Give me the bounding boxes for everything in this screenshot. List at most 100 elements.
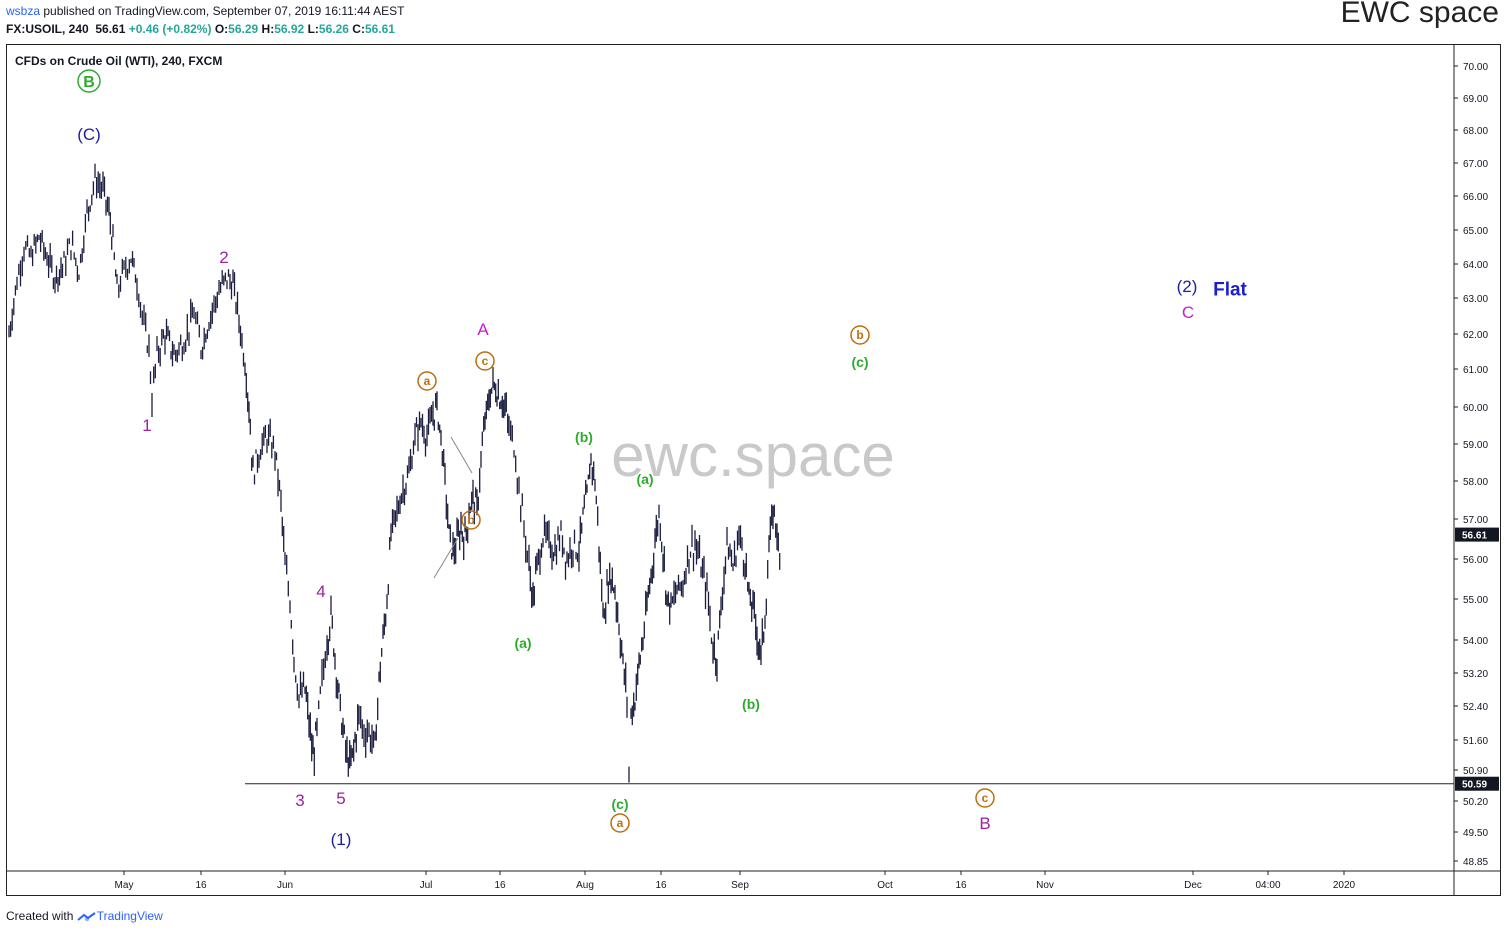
wave-label: B: [979, 814, 990, 833]
watermark: ewc.space: [611, 422, 894, 489]
y-tick-label: 48.85: [1463, 857, 1488, 868]
chart-title: CFDs on Crude Oil (WTI), 240, FXCM: [15, 54, 222, 68]
y-tick-label: 61.00: [1463, 365, 1488, 376]
wave-label: (c): [851, 354, 868, 370]
wave-label: (b): [575, 429, 593, 445]
y-tick-label: 70.00: [1463, 62, 1488, 73]
tradingview-link[interactable]: TradingView: [96, 909, 163, 923]
y-tick-label: 62.00: [1463, 330, 1488, 341]
close-label: C:: [352, 22, 365, 36]
x-tick-label: Aug: [576, 880, 594, 891]
wave-label: (1): [331, 830, 352, 849]
y-tick-label: 50.20: [1463, 797, 1488, 808]
last-price: 56.61: [95, 22, 126, 36]
brand-title: EWC space: [1340, 0, 1499, 29]
y-tick-label: 56.00: [1463, 555, 1488, 566]
x-tick-label: 2020: [1333, 880, 1356, 891]
wave-label: c: [982, 791, 989, 805]
y-tick-label: 66.00: [1463, 192, 1488, 203]
wave-label: (b): [742, 696, 760, 712]
wave-label-circle: [461, 510, 481, 530]
price-tag-bg: [1455, 527, 1499, 542]
y-tick-label: 69.00: [1463, 94, 1488, 105]
x-tick-label: 04:00: [1255, 880, 1280, 891]
tradingview-logo-icon: [77, 912, 96, 922]
wave-label: (c): [611, 796, 628, 812]
y-tick-label: 67.00: [1463, 159, 1488, 170]
y-tick-label: 64.00: [1463, 260, 1488, 271]
wave-label: (C): [77, 125, 101, 144]
wave-label-circle: [610, 813, 630, 833]
y-tick-label: 58.00: [1463, 477, 1488, 488]
price-tag-label: 56.61: [1462, 531, 1487, 542]
x-tick-label: 16: [494, 880, 506, 891]
x-tick-label: Nov: [1036, 880, 1054, 891]
wave-label: 2: [219, 248, 228, 267]
wave-label: 3: [295, 791, 304, 810]
wave-label: a: [617, 816, 624, 830]
x-tick-label: May: [115, 880, 134, 891]
price-bars: [8, 163, 781, 783]
wave-label: b: [856, 328, 863, 342]
wave-label: A: [477, 320, 489, 339]
symbol-info-line: FX:USOIL, 240 56.61 +0.46 (+0.82%) O:56.…: [6, 22, 395, 36]
symbol-name: FX:USOIL, 240: [6, 22, 89, 36]
footer: Created with TradingView: [6, 909, 163, 923]
x-tick-label: Oct: [877, 880, 893, 891]
low-value: 56.26: [318, 22, 349, 36]
wave-label: C: [1182, 303, 1194, 322]
wave-label-circle: [850, 325, 870, 345]
price-change: +0.46 (+0.82%): [128, 22, 212, 36]
wave-label: b: [467, 513, 474, 527]
wave-label: 4: [316, 582, 325, 601]
y-tick-label: 50.90: [1463, 766, 1488, 777]
x-tick-label: 16: [655, 880, 667, 891]
wave-label: 5: [336, 789, 345, 808]
trend-line: [450, 436, 473, 474]
price-tag-label: 50.59: [1462, 780, 1487, 791]
wave-label-circle: [417, 371, 437, 391]
publish-info: wsbza published on TradingView.com, Sept…: [6, 4, 404, 18]
wave-label: 1: [142, 416, 151, 435]
y-tick-label: 49.50: [1463, 828, 1488, 839]
created-with-text: Created with: [6, 909, 74, 923]
wave-label-circle: [475, 351, 495, 371]
x-tick-label: Jul: [420, 880, 433, 891]
wave-label-circle: [77, 69, 101, 93]
y-tick-label: 65.00: [1463, 226, 1488, 237]
published-text: published on TradingView.com, September …: [40, 4, 405, 18]
y-tick-label: 53.20: [1463, 669, 1488, 680]
wave-label: a: [424, 374, 431, 388]
y-tick-label: 51.60: [1463, 736, 1488, 747]
x-tick-label: Dec: [1184, 880, 1202, 891]
y-tick-label: 63.00: [1463, 294, 1488, 305]
y-tick-label: 55.00: [1463, 595, 1488, 606]
x-tick-label: Sep: [731, 880, 749, 891]
author-link[interactable]: wsbza: [6, 4, 41, 18]
wave-label: (a): [636, 471, 653, 487]
y-tick-label: 57.00: [1463, 515, 1488, 526]
low-label: L:: [307, 22, 319, 36]
y-tick-label: 59.00: [1463, 440, 1488, 451]
wave-label-circle: [975, 788, 995, 808]
y-tick-label: 54.00: [1463, 636, 1488, 647]
x-tick-label: 16: [195, 880, 207, 891]
x-tick-label: 16: [955, 880, 967, 891]
wave-label: (a): [514, 635, 531, 651]
price-tag-bg: [1455, 776, 1499, 791]
y-tick-label: 52.40: [1463, 702, 1488, 713]
high-label: H:: [261, 22, 275, 36]
wave-label: (2): [1177, 277, 1198, 296]
y-tick-label: 60.00: [1463, 403, 1488, 414]
open-value: 56.29: [228, 22, 259, 36]
chart-frame[interactable]: [6, 44, 1501, 896]
high-value: 56.92: [274, 22, 305, 36]
wave-label: c: [482, 354, 489, 368]
x-tick-label: Jun: [277, 880, 293, 891]
trend-line: [433, 537, 459, 579]
wave-label: Flat: [1213, 280, 1247, 301]
close-value: 56.61: [364, 22, 395, 36]
y-tick-label: 68.00: [1463, 126, 1488, 137]
open-label: O:: [214, 22, 229, 36]
